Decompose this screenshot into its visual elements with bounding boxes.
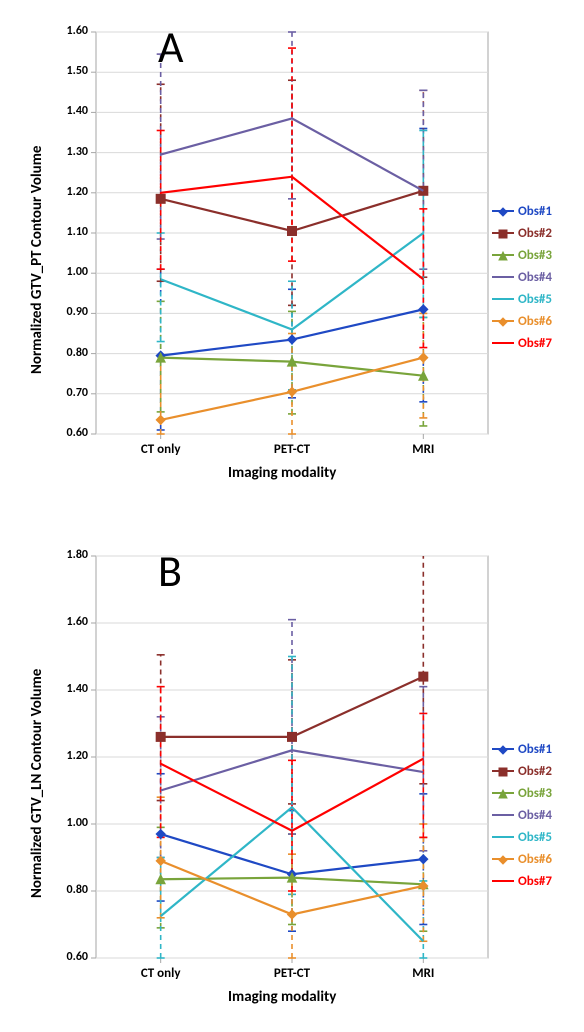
ytick-label: 1.60 <box>67 24 88 38</box>
ytick-label: 1.10 <box>67 225 88 239</box>
legend-label: Obs#6 <box>518 314 552 329</box>
legend-item: Obs#5 <box>492 288 568 310</box>
panel-b-ylabel: Normalized GTV_LN Contour Volume <box>28 669 46 898</box>
legend-label: Obs#5 <box>518 830 552 845</box>
none-icon <box>497 338 509 350</box>
legend-label: Obs#2 <box>518 226 552 241</box>
legend-item: Obs#6 <box>492 848 568 870</box>
category-label: CT only <box>126 442 196 457</box>
legend-swatch <box>492 748 514 750</box>
panel-a-xlabel: Imaging modality <box>228 464 336 482</box>
square-icon <box>497 766 509 778</box>
ytick-label: 0.90 <box>67 305 88 319</box>
diamond-icon <box>497 206 509 218</box>
legend-label: Obs#4 <box>518 270 552 285</box>
legend-label: Obs#1 <box>518 742 552 757</box>
ytick-label: 0.80 <box>67 883 88 897</box>
legend-swatch <box>492 342 514 344</box>
none-icon <box>497 810 509 822</box>
none-icon <box>497 272 509 284</box>
legend-item: Obs#7 <box>492 332 568 354</box>
chart-a-svg <box>18 14 568 494</box>
legend-label: Obs#3 <box>518 248 552 263</box>
triangle-icon <box>497 250 509 262</box>
legend-swatch <box>492 858 514 860</box>
diamond-icon <box>497 854 509 866</box>
legend-item: Obs#4 <box>492 804 568 826</box>
legend-swatch <box>492 814 514 816</box>
diamond-icon <box>497 316 509 328</box>
triangle-icon <box>497 788 509 800</box>
category-label: MRI <box>388 966 458 981</box>
legend-swatch <box>492 792 514 794</box>
ytick-label: 1.40 <box>67 682 88 696</box>
legend-swatch <box>492 880 514 882</box>
panel-b-xlabel: Imaging modality <box>228 988 336 1006</box>
ytick-label: 0.70 <box>67 386 88 400</box>
panel-a-legend: Obs#1 Obs#2 Obs#3 Obs#4 Obs#5 Obs#6 Obs#7 <box>492 200 568 354</box>
ytick-label: 1.30 <box>67 145 88 159</box>
category-label: CT only <box>126 966 196 981</box>
diamond-icon <box>497 744 509 756</box>
category-label: PET-CT <box>257 442 327 457</box>
none-icon <box>497 294 509 306</box>
ytick-label: 0.60 <box>67 426 88 440</box>
square-icon <box>497 228 509 240</box>
ytick-label: 1.20 <box>67 749 88 763</box>
ytick-label: 1.60 <box>67 615 88 629</box>
ytick-label: 0.60 <box>67 950 88 964</box>
panel-b-letter: B <box>158 544 182 598</box>
ytick-label: 0.80 <box>67 346 88 360</box>
legend-swatch <box>492 232 514 234</box>
legend-label: Obs#7 <box>518 336 552 351</box>
panel-b-legend: Obs#1 Obs#2 Obs#3 Obs#4 Obs#5 Obs#6 Obs#7 <box>492 738 568 892</box>
legend-label: Obs#3 <box>518 786 552 801</box>
legend-item: Obs#5 <box>492 826 568 848</box>
legend-item: Obs#4 <box>492 266 568 288</box>
ytick-label: 1.00 <box>67 816 88 830</box>
ytick-label: 1.80 <box>67 548 88 562</box>
page: A Normalized GTV_PT Contour Volume Imagi… <box>0 0 584 1032</box>
legend-item: Obs#3 <box>492 782 568 804</box>
ytick-label: 1.40 <box>67 104 88 118</box>
legend-swatch <box>492 320 514 322</box>
chart-b-svg <box>18 538 568 1018</box>
legend-label: Obs#2 <box>518 764 552 779</box>
legend-item: Obs#6 <box>492 310 568 332</box>
panel-a-ylabel: Normalized GTV_PT Contour Volume <box>28 146 46 374</box>
legend-label: Obs#4 <box>518 808 552 823</box>
ytick-label: 1.20 <box>67 185 88 199</box>
legend-label: Obs#5 <box>518 292 552 307</box>
legend-swatch <box>492 770 514 772</box>
legend-item: Obs#3 <box>492 244 568 266</box>
legend-swatch <box>492 276 514 278</box>
none-icon <box>497 876 509 888</box>
legend-item: Obs#2 <box>492 760 568 782</box>
legend-label: Obs#6 <box>518 852 552 867</box>
none-icon <box>497 832 509 844</box>
panel-a-letter: A <box>158 20 183 74</box>
legend-label: Obs#7 <box>518 874 552 889</box>
ytick-label: 1.00 <box>67 265 88 279</box>
panel-b: B Normalized GTV_LN Contour Volume Imagi… <box>18 538 568 1018</box>
legend-swatch <box>492 836 514 838</box>
legend-swatch <box>492 210 514 212</box>
panel-a: A Normalized GTV_PT Contour Volume Imagi… <box>18 14 568 494</box>
legend-item: Obs#2 <box>492 222 568 244</box>
ytick-label: 1.50 <box>67 64 88 78</box>
legend-item: Obs#1 <box>492 200 568 222</box>
legend-item: Obs#7 <box>492 870 568 892</box>
category-label: MRI <box>388 442 458 457</box>
legend-swatch <box>492 298 514 300</box>
legend-swatch <box>492 254 514 256</box>
legend-item: Obs#1 <box>492 738 568 760</box>
legend-label: Obs#1 <box>518 204 552 219</box>
category-label: PET-CT <box>257 966 327 981</box>
